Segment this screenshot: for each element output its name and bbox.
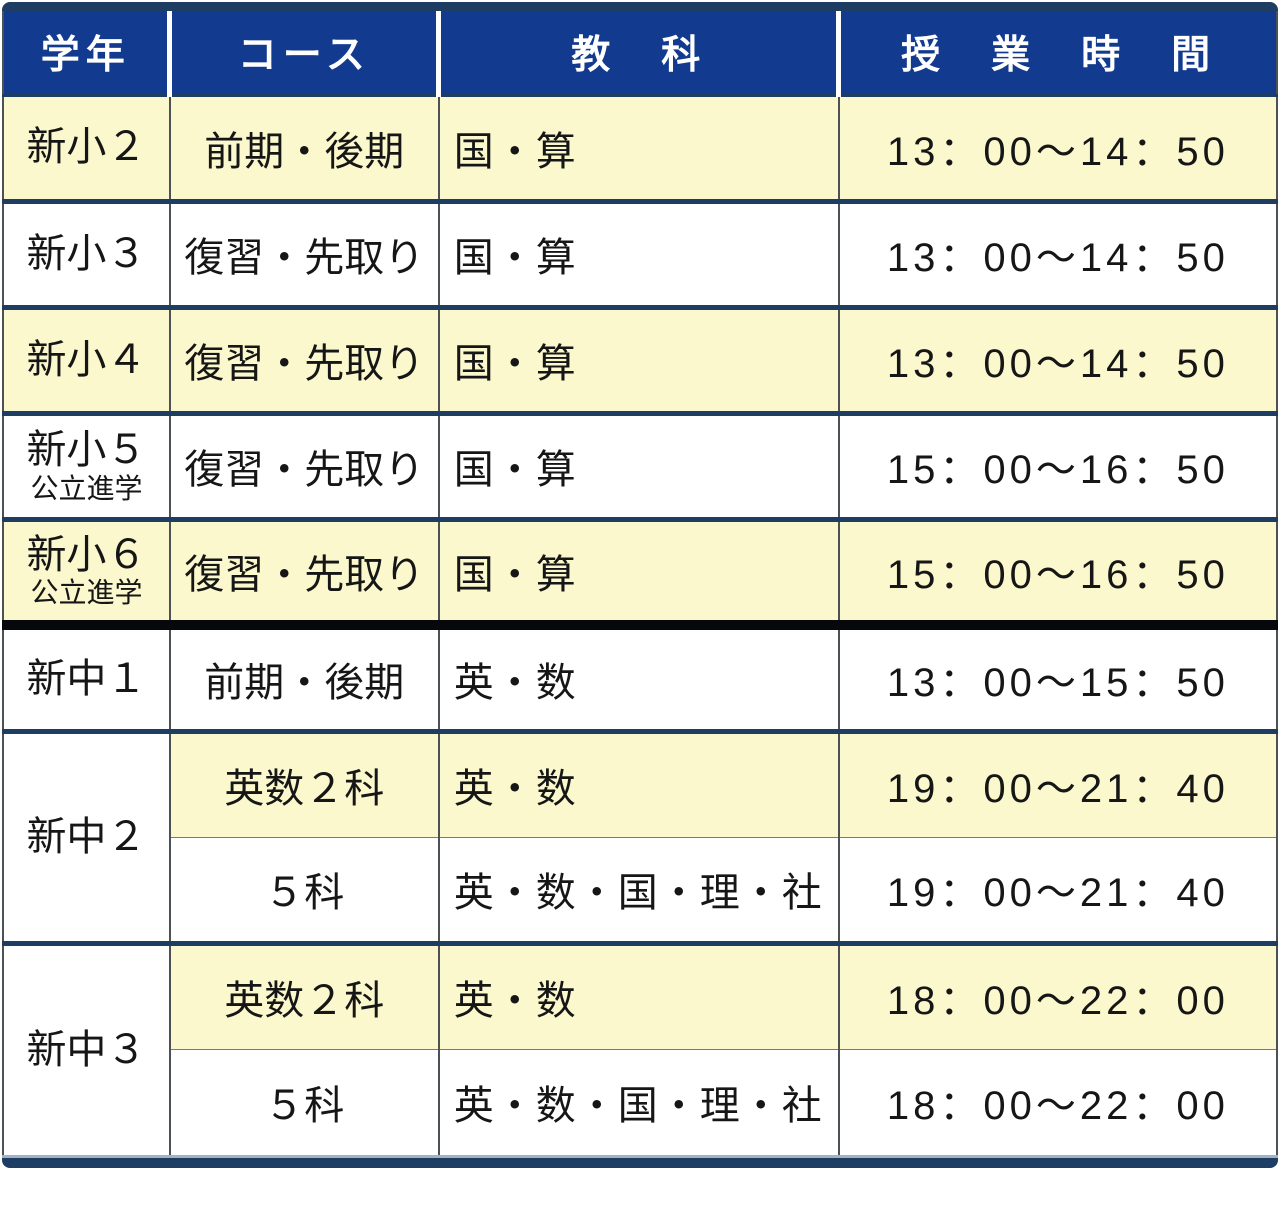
grade-cell: 新小２	[3, 95, 171, 201]
time-cell: 18：00～22：00	[838, 1048, 1277, 1155]
time-cell: 18：00～22：00	[838, 940, 1277, 1049]
grade-cell: 新中２	[3, 728, 171, 943]
table-row: 新中１ 前期・後期 英・数 13：00～15：50	[3, 620, 1277, 731]
course-cell: 英数２科	[169, 940, 440, 1049]
table-row: 新小５ 公立進学 復習・先取り 国・算 15：00～16：50	[3, 410, 1277, 519]
grade-cell: 新中１	[3, 620, 171, 731]
grade-label: 新中２	[26, 814, 147, 859]
timetable-page: 学年 コース 教 科 授 業 時 間 新小２ 前期・後期 国・算 13：00～1…	[2, 2, 1278, 1168]
time-cell: 13：00～14：50	[838, 198, 1277, 307]
grade-cell: 新中３	[3, 940, 171, 1155]
grade-label: 新小３	[26, 231, 147, 276]
subjects-cell: 国・算	[438, 410, 840, 519]
grade-cell: 新小６ 公立進学	[3, 516, 171, 625]
grade-label: 新小６	[26, 532, 147, 577]
course-cell: 前期・後期	[169, 620, 440, 731]
subjects-cell: 英・数	[438, 728, 840, 837]
grade-label: 新小２	[26, 125, 147, 170]
course-cell: ５科	[169, 836, 440, 943]
table-row: 新中２ 英数２科 英・数 19：00～21：40	[3, 728, 1277, 943]
course-cell: 英数２科	[169, 728, 440, 837]
grade-cell: 新小５ 公立進学	[3, 410, 171, 519]
table-row: ５科 英・数・国・理・社 18：00～22：00	[3, 1048, 1277, 1155]
header-cell-grade: 学年	[3, 11, 173, 97]
table-row: 新小２ 前期・後期 国・算 13：00～14：50	[3, 95, 1277, 201]
subjects-cell: 英・数・国・理・社	[438, 1048, 840, 1155]
table-row: 新小３ 復習・先取り 国・算 13：00～14：50	[3, 198, 1277, 307]
time-cell: 13：00～14：50	[838, 304, 1277, 413]
table-row: 新小４ 復習・先取り 国・算 13：00～14：50	[3, 304, 1277, 413]
time-cell: 15：00～16：50	[838, 410, 1277, 519]
course-cell: ５科	[169, 1048, 440, 1155]
subjects-cell: 英・数	[438, 620, 840, 731]
grade-label: 新小４	[26, 337, 147, 382]
course-cell: 前期・後期	[169, 95, 440, 201]
subjects-cell: 英・数・国・理・社	[438, 836, 840, 943]
grade-label: 新中１	[26, 656, 147, 701]
grade-label: 新中３	[26, 1027, 147, 1072]
course-cell: 復習・先取り	[169, 516, 440, 625]
subgrade-label: 公立進学	[30, 472, 143, 504]
grade-label: 新小５	[26, 427, 147, 472]
table-top-frame	[2, 2, 1278, 11]
table-row: ５科 英・数・国・理・社 19：00～21：40	[3, 836, 1277, 943]
header-cell-course: コース	[169, 11, 442, 97]
table-row: 新中３ 英数２科 英・数 18：00～22：00	[3, 940, 1277, 1155]
subjects-cell: 英・数	[438, 940, 840, 1049]
table-row: 新小６ 公立進学 復習・先取り 国・算 15：00～16：50	[3, 516, 1277, 625]
time-cell: 13：00～14：50	[838, 95, 1277, 201]
subjects-cell: 国・算	[438, 95, 840, 201]
course-cell: 復習・先取り	[169, 198, 440, 307]
time-cell: 15：00～16：50	[838, 516, 1277, 625]
course-cell: 復習・先取り	[169, 304, 440, 413]
grade-cell: 新小４	[3, 304, 171, 413]
table-bottom-frame	[2, 1155, 1278, 1168]
header-cell-subjects: 教 科	[438, 11, 842, 97]
header-cell-time: 授 業 時 間	[838, 11, 1277, 97]
subjects-cell: 国・算	[438, 198, 840, 307]
time-cell: 13：00～15：50	[838, 620, 1277, 731]
class-schedule-table: 学年 コース 教 科 授 業 時 間 新小２ 前期・後期 国・算 13：00～1…	[2, 11, 1278, 1155]
time-cell: 19：00～21：40	[838, 836, 1277, 943]
subjects-cell: 国・算	[438, 304, 840, 413]
grade-cell: 新小３	[3, 198, 171, 307]
subjects-cell: 国・算	[438, 516, 840, 625]
header-row: 学年 コース 教 科 授 業 時 間	[3, 11, 1277, 97]
course-cell: 復習・先取り	[169, 410, 440, 519]
time-cell: 19：00～21：40	[838, 728, 1277, 837]
subgrade-label: 公立進学	[30, 577, 143, 609]
